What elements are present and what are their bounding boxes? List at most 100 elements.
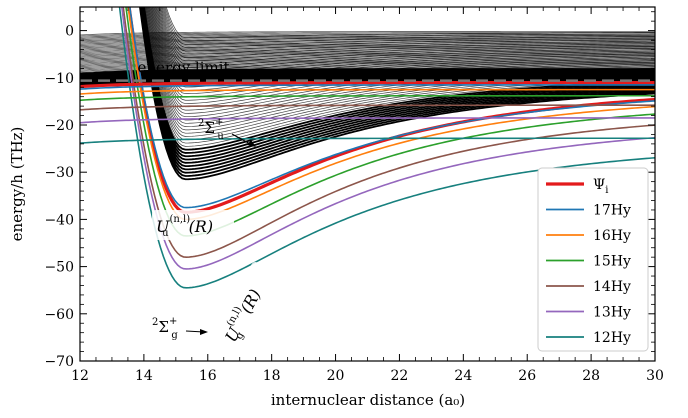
manifold-g-curve (80, 40, 655, 45)
manifold-g-curve (80, 62, 655, 68)
manifold-g-curve (80, 42, 655, 48)
manifold-u-curve (158, 7, 655, 68)
curve-label-u-main: U (156, 217, 170, 236)
legend-label-13Hy: 13Hy (593, 305, 631, 321)
manifold-u-label-main: Σ (204, 119, 215, 137)
manifold-g-curve (80, 54, 655, 59)
manifold-g-label: 2Σ+ g (152, 316, 178, 341)
manifold-g-curve (80, 43, 655, 49)
manifold-g-curve (80, 38, 655, 43)
curve-label-u-box (152, 210, 234, 240)
curve-label-u-text: U(n,l) u (R) (156, 214, 213, 239)
manifold-g-curve (80, 44, 655, 50)
manifold-g-curve (80, 50, 655, 56)
x-tick-label: 26 (518, 368, 536, 384)
manifold-g-curve (80, 68, 655, 75)
series-line-psi-g (80, 80, 655, 89)
legend-label-main: 16Hy (593, 228, 631, 244)
manifold-g-curve (80, 66, 655, 72)
manifold-u-label-sub: u (217, 131, 224, 142)
manifold-g-curve (80, 67, 655, 73)
manifold-u-curve (139, 7, 655, 174)
manifold-u-curve (140, 7, 655, 168)
manifold-g-curve (80, 48, 655, 53)
series-line-13Hy-g (80, 117, 655, 124)
series-line-12Hy-u (118, 7, 655, 289)
manifold-g-curve (80, 39, 655, 44)
manifold-g-curve (80, 59, 655, 65)
manifold-g-label-sub: g (171, 330, 178, 341)
y-tick-label: −20 (44, 118, 74, 134)
manifold-g-curve (80, 58, 655, 64)
y-tick-label: −10 (44, 71, 74, 87)
x-tick-label: 18 (263, 368, 281, 384)
series-line-17Hy-g (80, 84, 655, 90)
manifold-g-curve (80, 76, 655, 83)
curves-layer (80, 7, 655, 289)
series-line-psi-u (127, 7, 655, 214)
manifold-g-curve (80, 52, 655, 58)
energy-limit-label: energy limit (138, 59, 230, 77)
manifold-g-curve (80, 32, 655, 37)
manifold-g-curve (80, 46, 655, 51)
manifold-g-curve (80, 63, 655, 69)
manifold-u-curve (139, 7, 655, 181)
legend: Ψi 17Hy 16Hy 15Hy 14Hy 13Hy 12Hy (537, 167, 649, 352)
series-line-17Hy-u (128, 7, 655, 209)
legend-label-17Hy: 17Hy (593, 203, 631, 219)
curve-label-u-sup: (n,l) (169, 214, 190, 225)
x-tick-label: 30 (646, 368, 664, 384)
manifold-g-curve (80, 49, 655, 55)
y-tick-label: −50 (44, 260, 74, 276)
manifold-u-label-sup: + (215, 117, 223, 128)
legend-label-main: 13Hy (593, 305, 631, 321)
manifold-u-label: 2Σ+ u (198, 117, 224, 142)
x-axis-label: internuclear distance (a₀) (271, 391, 465, 409)
curve-label-u: U(n,l) u (R) (152, 210, 234, 240)
legend-label-psi: Ψi (593, 177, 608, 196)
manifold-g-curve (80, 70, 655, 78)
manifold-g-curve (80, 41, 655, 46)
manifold-g-label-sup: + (169, 316, 177, 327)
series-line-13Hy-u (121, 7, 655, 270)
x-tick-label: 24 (454, 368, 472, 384)
manifold-g-curve (80, 65, 655, 71)
curve-label-g: U(n,l)g(R) (214, 262, 279, 350)
manifold-u-curve (139, 7, 655, 177)
legend-box (537, 167, 649, 352)
manifold-g-curve (80, 56, 655, 62)
legend-label-12Hy: 12Hy (593, 330, 631, 346)
manifold-g-curve (80, 71, 655, 79)
curve-label-u-arg: (R) (189, 217, 214, 236)
series-line-16Hy-g (80, 88, 655, 95)
manifold-g-annotation: 2Σ+ g (152, 316, 208, 341)
y-tick-label: −40 (44, 212, 74, 228)
manifold-u-curve (165, 7, 655, 39)
legend-label-main: Ψ (593, 177, 605, 193)
manifold-g-curve (80, 60, 655, 66)
y-tick-label: −70 (44, 354, 74, 370)
legend-label-15Hy: 15Hy (593, 254, 631, 270)
manifold-g-curve (80, 69, 655, 76)
series-line-14Hy-g (80, 104, 655, 111)
curve-label-u-sub: u (162, 228, 169, 239)
manifold-u-curve (141, 7, 655, 161)
manifold-g-curve (80, 55, 655, 61)
legend-label-sub: i (605, 185, 608, 196)
manifold-g-curve (80, 72, 655, 80)
x-tick-label: 12 (71, 368, 89, 384)
legend-label-14Hy: 14Hy (593, 279, 631, 295)
curve-label-g-sub: g (234, 330, 247, 341)
manifold-g-curve (80, 64, 655, 70)
x-tick-label: 20 (327, 368, 345, 384)
series-line-15Hy-g (80, 94, 655, 102)
series-line-12Hy-g (80, 137, 655, 144)
manifold-g-label-main: Σ (158, 318, 169, 336)
series-line-14Hy-u (122, 7, 655, 258)
legend-label-16Hy: 16Hy (593, 228, 631, 244)
manifold-u-label-left-sup: 2 (198, 118, 204, 129)
manifold-g-curve (80, 33, 655, 38)
axis-ticks: 12 14 16 18 20 22 24 26 28 300−10−20−30−40−50−60−… (44, 7, 664, 384)
y-tick-label: 0 (65, 24, 74, 40)
